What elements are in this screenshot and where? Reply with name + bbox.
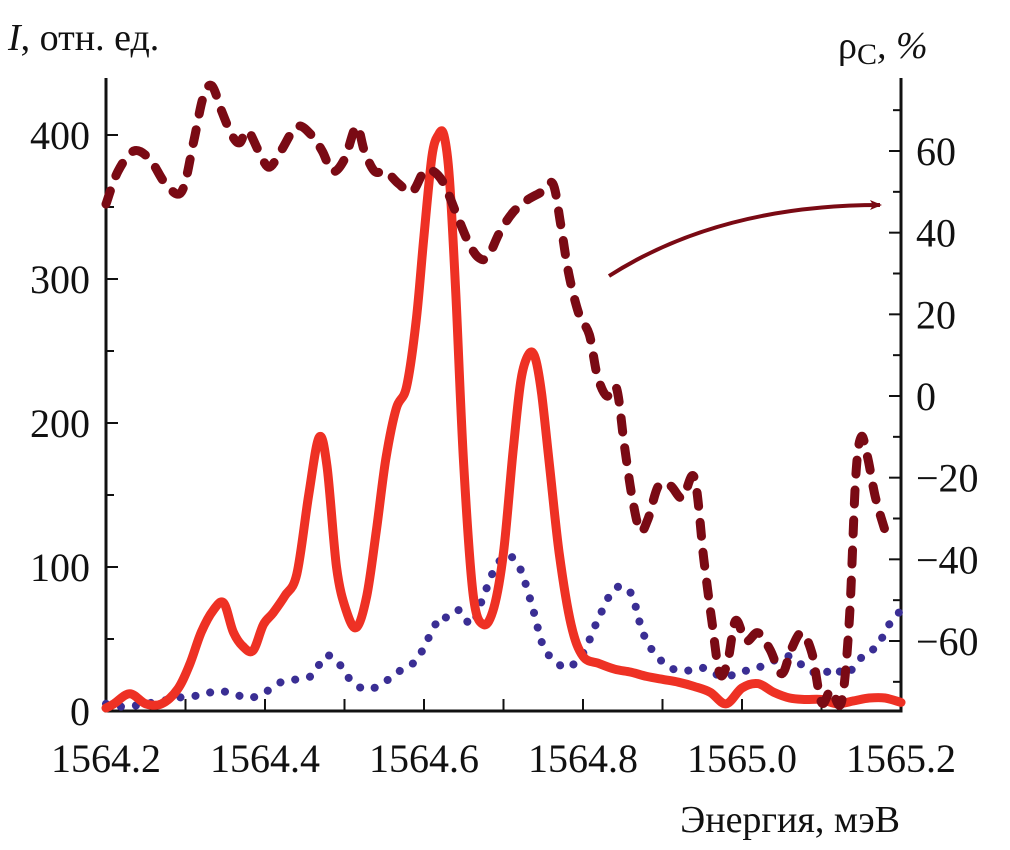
y-right-axis-title: ρC, % xyxy=(838,25,928,71)
axis-pointer-arrow xyxy=(607,200,882,278)
series-intensity-dotted xyxy=(102,551,905,711)
series-intensity-solid xyxy=(101,126,906,713)
y-left-tick-label: 200 xyxy=(30,401,90,446)
series-layer xyxy=(101,80,906,713)
y-left-axis-title-symbol: I xyxy=(7,17,23,59)
x-tick-label: 1564.2 xyxy=(51,736,161,781)
y-left-tick-label: 0 xyxy=(70,689,90,734)
x-tick-label: 1564.6 xyxy=(369,736,479,781)
y-left-tick-label: 100 xyxy=(30,545,90,590)
y-right-tick-label: 0 xyxy=(916,374,936,419)
axes: 1564.2 1564.4 1564.6 1564.8 1565.0 1565.2 0 100… xyxy=(30,78,979,781)
y-right-tick-label: −60 xyxy=(916,619,979,664)
y-right-tick-label: 20 xyxy=(916,292,956,337)
x-tick-label: 1564.8 xyxy=(528,736,638,781)
y-left-axis-title: I, отн. ед. xyxy=(7,17,159,59)
y-right-tick-label: −20 xyxy=(916,456,979,501)
y-right-axis-title-symbol: ρ xyxy=(838,25,857,67)
y-left-axis-title-text: , отн. ед. xyxy=(21,17,160,59)
x-tick-label: 1565.2 xyxy=(846,736,956,781)
y-right-tick-label: 40 xyxy=(916,211,956,256)
y-right-axis-title-subscript: C xyxy=(857,38,877,71)
x-tick-label: 1565.0 xyxy=(687,736,797,781)
y-right-tick-label: 60 xyxy=(916,129,956,174)
y-right-tick-label: −40 xyxy=(916,537,979,582)
series-polarization-dashed xyxy=(101,80,890,710)
y-left-tick-label: 400 xyxy=(30,113,90,158)
y-right-axis-title-text: , % xyxy=(877,25,928,67)
y-left-tick-label: 300 xyxy=(30,257,90,302)
x-axis-title: Энергия, мэВ xyxy=(680,799,900,841)
x-tick-label: 1564.4 xyxy=(210,736,320,781)
